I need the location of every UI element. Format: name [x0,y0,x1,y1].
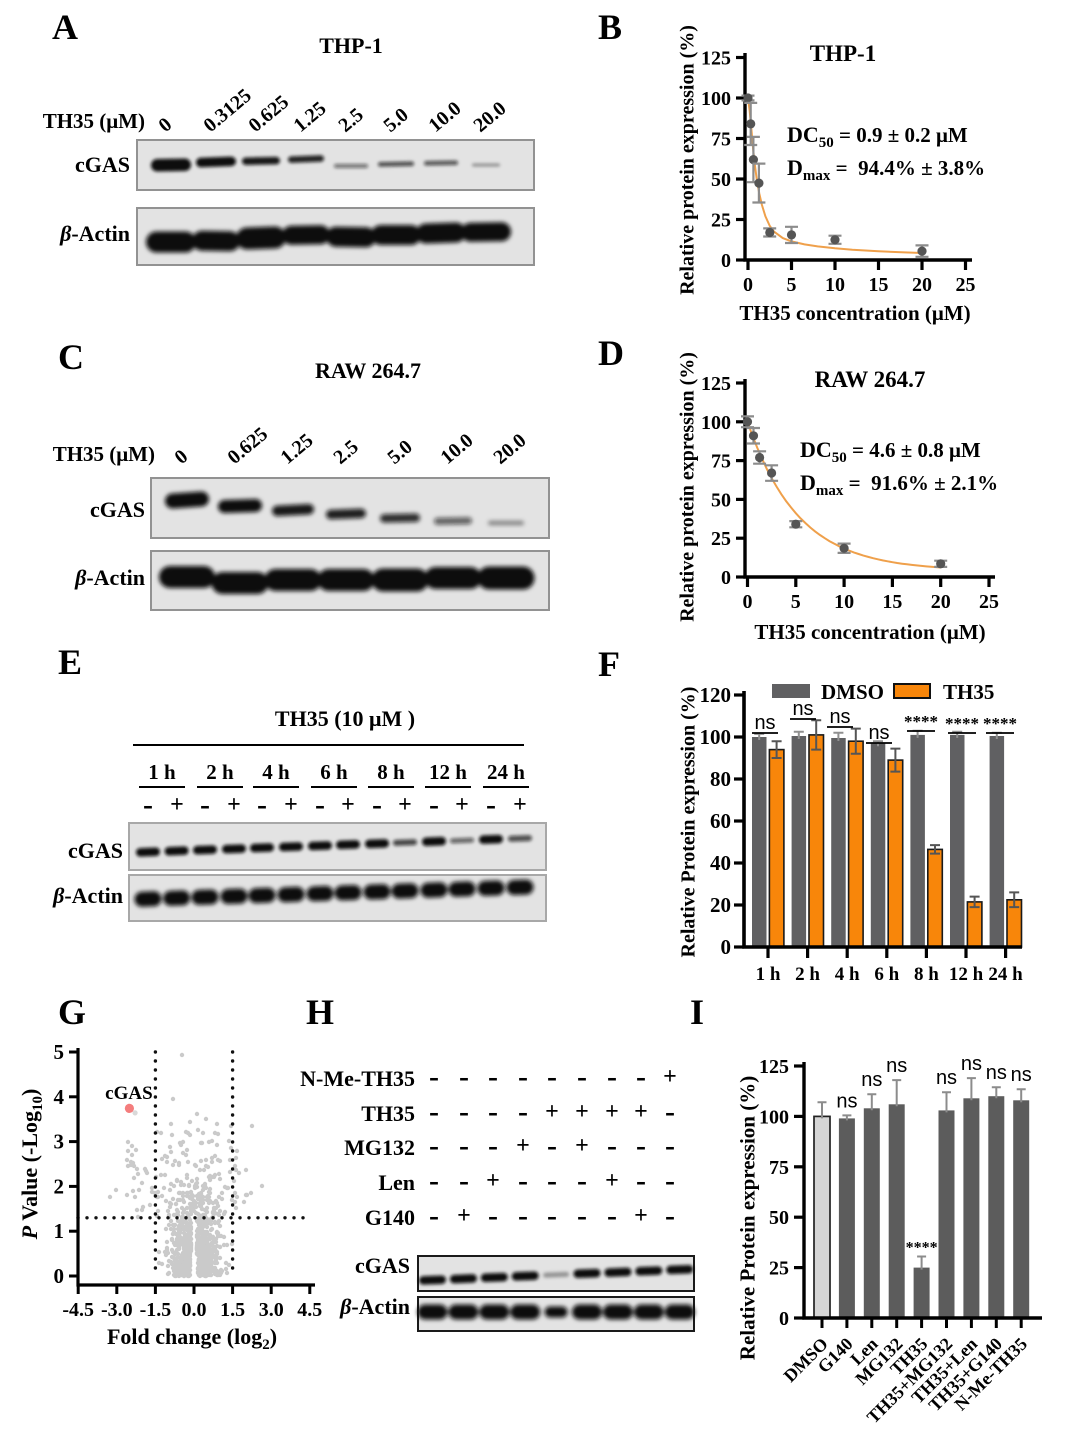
svg-text:50: 50 [711,169,731,191]
svg-text:100: 100 [701,412,731,434]
svg-text:75: 75 [711,129,731,151]
svg-text:40: 40 [710,851,731,875]
svg-text:50: 50 [769,1207,789,1229]
svg-text:10: 10 [834,591,854,613]
svg-text:100: 100 [700,725,732,749]
svg-text:2: 2 [54,1174,65,1198]
svg-text:ns: ns [1011,1064,1032,1086]
svg-text:0: 0 [743,591,753,613]
svg-text:2 h: 2 h [795,964,820,985]
svg-text:100: 100 [701,88,731,110]
svg-text:-1.5: -1.5 [140,1299,172,1321]
svg-text:DMSO: DMSO [821,680,884,704]
svg-text:****: **** [904,712,938,731]
svg-text:0: 0 [721,935,732,959]
svg-text:0: 0 [721,250,731,272]
svg-text:50: 50 [711,489,731,511]
svg-text:ns: ns [792,698,813,720]
svg-text:5: 5 [787,274,797,296]
svg-text:****: **** [906,1240,938,1257]
svg-text:ns: ns [868,722,889,744]
svg-text:3.0: 3.0 [259,1299,284,1321]
svg-text:80: 80 [710,767,731,791]
svg-text:cGAS: cGAS [105,1083,153,1104]
svg-text:1: 1 [54,1219,65,1243]
svg-text:0: 0 [743,274,753,296]
svg-text:0: 0 [721,567,731,589]
svg-text:20: 20 [710,893,731,917]
svg-text:125: 125 [701,48,731,70]
svg-text:ns: ns [886,1055,907,1077]
svg-text:4 h: 4 h [835,964,860,985]
svg-text:1 h: 1 h [756,964,781,985]
svg-text:25: 25 [956,274,976,296]
svg-text:-3.0: -3.0 [101,1299,133,1321]
svg-text:15: 15 [869,274,889,296]
svg-text:ns: ns [836,1090,857,1112]
svg-text:15: 15 [882,591,902,613]
svg-text:-4.5: -4.5 [62,1299,94,1321]
svg-text:20: 20 [931,591,951,613]
svg-text:****: **** [983,714,1017,733]
svg-text:12 h: 12 h [949,964,984,985]
svg-text:125: 125 [701,373,731,395]
svg-text:ns: ns [861,1069,882,1091]
svg-text:0: 0 [54,1264,65,1288]
svg-text:60: 60 [710,809,731,833]
svg-text:25: 25 [979,591,999,613]
svg-text:6 h: 6 h [874,964,899,985]
svg-text:100: 100 [759,1106,789,1128]
svg-text:24 h: 24 h [988,964,1023,985]
svg-text:25: 25 [769,1258,789,1280]
svg-text:4: 4 [54,1085,65,1109]
svg-text:5: 5 [791,591,801,613]
svg-text:ns: ns [829,706,850,728]
svg-text:125: 125 [759,1056,789,1078]
svg-text:0: 0 [779,1308,789,1330]
svg-text:10: 10 [825,274,845,296]
svg-text:3: 3 [54,1130,65,1154]
svg-text:75: 75 [769,1157,789,1179]
svg-text:0.0: 0.0 [182,1299,207,1321]
svg-text:****: **** [945,714,979,733]
svg-text:120: 120 [700,683,732,707]
svg-text:25: 25 [711,528,731,550]
svg-text:75: 75 [711,451,731,473]
svg-text:5: 5 [54,1040,65,1064]
svg-text:8 h: 8 h [914,964,939,985]
svg-text:ns: ns [986,1062,1007,1084]
svg-text:25: 25 [711,210,731,232]
svg-text:ns: ns [754,712,775,734]
svg-text:4.5: 4.5 [297,1299,322,1321]
svg-text:1.5: 1.5 [220,1299,245,1321]
svg-text:TH35: TH35 [943,680,994,704]
svg-text:20: 20 [912,274,932,296]
svg-text:ns: ns [961,1053,982,1075]
svg-text:ns: ns [936,1067,957,1089]
